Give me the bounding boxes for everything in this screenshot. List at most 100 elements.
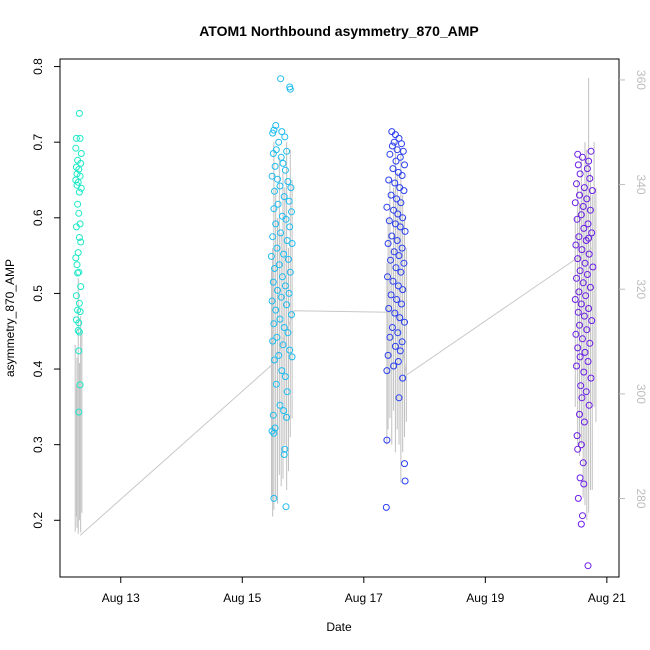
data-point (400, 187, 408, 195)
data-point (580, 184, 588, 192)
data-point (281, 166, 289, 174)
data-point (572, 330, 580, 338)
data-point (72, 163, 80, 171)
data-point (281, 133, 289, 141)
data-point (288, 240, 296, 247)
data-point (396, 347, 404, 355)
data-point (76, 308, 84, 316)
data-point (575, 233, 583, 241)
chart-title: ATOM1 Northbound asymmetry_870_AMP (199, 23, 479, 39)
data-point (72, 254, 80, 262)
data-point (398, 300, 405, 308)
data-point (390, 362, 398, 370)
data-point (586, 206, 594, 214)
data-point (390, 248, 398, 256)
data-point (75, 268, 83, 276)
data-point (574, 445, 582, 453)
data-point (270, 494, 278, 502)
data-point (280, 324, 288, 331)
data-point (582, 292, 590, 300)
data-point (571, 296, 579, 303)
data-point (396, 223, 404, 231)
x-axis-label: Date (326, 620, 352, 634)
data-point (580, 312, 588, 320)
data-point (389, 165, 397, 173)
data-point (75, 109, 83, 117)
x-tick-label: Aug 15 (223, 591, 261, 605)
data-point (277, 293, 285, 301)
data-point (275, 138, 283, 146)
data-point (396, 153, 404, 161)
data-point (274, 175, 281, 183)
data-point (585, 401, 593, 409)
data-point (391, 131, 399, 139)
data-point (401, 318, 408, 326)
data-point (277, 75, 285, 83)
trend-line (79, 247, 592, 536)
data-point (283, 413, 291, 421)
data-point (577, 211, 585, 219)
x-axis: Aug 13 Aug 15 Aug 17 Aug 19 Aug 21 (102, 577, 626, 605)
data-point (276, 401, 284, 409)
y-tick-label: 0.6 (31, 209, 45, 226)
x-tick-label: Aug 13 (102, 591, 140, 605)
data-point (579, 279, 587, 287)
data-point (282, 503, 290, 511)
data-point (288, 311, 295, 319)
data-point (280, 407, 288, 415)
data-point (273, 333, 281, 341)
data-point (270, 205, 278, 213)
data-point (283, 237, 291, 244)
y-tick-label: 0.3 (31, 436, 45, 453)
data-point (584, 220, 592, 228)
data-point (395, 394, 403, 402)
y-tick-label: 0.5 (31, 285, 45, 302)
x-tick-label: Aug 19 (466, 591, 504, 605)
data-point (75, 209, 83, 217)
data-point (394, 358, 402, 365)
data-point (580, 224, 588, 232)
data-point (72, 134, 80, 142)
data-point (286, 268, 294, 276)
y-tick-label: 0.8 (31, 58, 45, 75)
data-point (276, 182, 284, 190)
data-point (76, 381, 84, 389)
data-point (387, 256, 394, 264)
data-point (573, 362, 580, 370)
data-point (280, 451, 288, 458)
data-point (281, 373, 289, 381)
data-point (77, 283, 85, 291)
data-point (384, 273, 391, 281)
data-point (269, 337, 277, 345)
series-aug-12-cluster (72, 109, 85, 416)
data-point (288, 353, 296, 361)
data-point (272, 306, 280, 314)
data-point (388, 232, 396, 240)
data-point (580, 368, 588, 376)
data-point (398, 140, 405, 148)
data-point (582, 237, 590, 244)
data-point (589, 263, 597, 271)
data-point (74, 269, 82, 277)
data-point (573, 432, 581, 440)
plot-frame (59, 58, 620, 578)
data-point (399, 147, 407, 155)
data-point (276, 315, 284, 323)
data-point (271, 356, 278, 364)
data-point (571, 199, 579, 207)
data-point (284, 178, 292, 185)
data-point (75, 188, 83, 196)
data-point (385, 305, 393, 312)
data-point (74, 327, 82, 334)
data-point (278, 128, 286, 136)
data-point (269, 150, 277, 157)
data-point (281, 282, 289, 290)
data-point (399, 374, 407, 382)
data-point (286, 223, 294, 231)
data-point (285, 255, 292, 263)
data-point (272, 122, 280, 129)
data-point (274, 286, 281, 294)
data-point (75, 165, 83, 173)
data-point (576, 267, 584, 275)
data-point (578, 246, 586, 254)
